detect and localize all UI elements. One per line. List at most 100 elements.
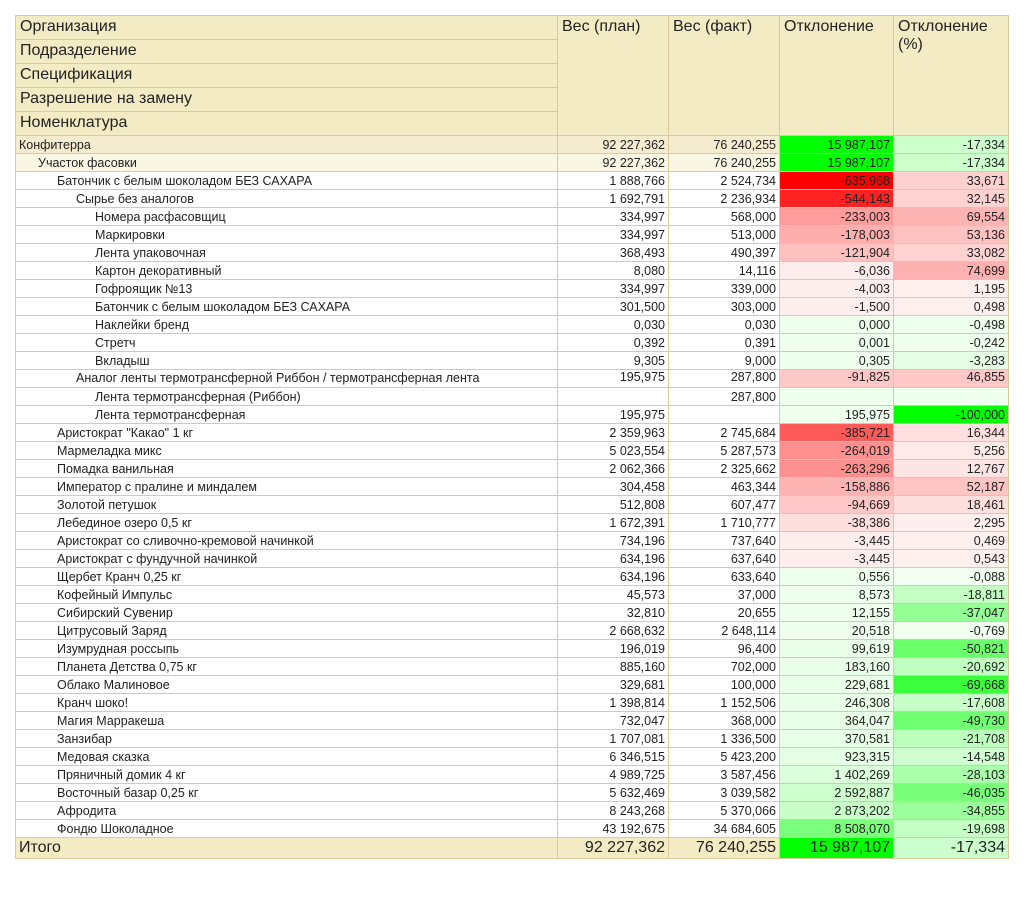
row-deviation-pct: -46,035 bbox=[893, 783, 1009, 802]
table-row[interactable]: Облако Малиновое 329,681 100,000 229,681 -69… bbox=[15, 675, 1009, 694]
table-row[interactable]: Кофейный Импульс 45,573 37,000 8,573 -18,811 bbox=[15, 585, 1009, 604]
row-plan: 1 692,791 bbox=[557, 189, 669, 208]
row-deviation bbox=[779, 387, 894, 406]
table-row[interactable]: Маркировки 334,997 513,000 -178,003 53,136 bbox=[15, 225, 1009, 244]
table-row[interactable]: Лебединое озеро 0,5 кг 1 672,391 1 710,777… bbox=[15, 513, 1009, 532]
table-row[interactable]: Батончик с белым шоколадом БЕЗ САХАРА 1 8… bbox=[15, 171, 1009, 190]
row-plan: 334,997 bbox=[557, 225, 669, 244]
table-row[interactable]: Сибирский Сувенир 32,810 20,655 12,155 -37,0… bbox=[15, 603, 1009, 622]
table-row[interactable]: Щербет Кранч 0,25 кг 634,196 633,640 0,556-… bbox=[15, 567, 1009, 586]
table-row[interactable]: Стретч 0,392 0,391 0,001 -0,242 bbox=[15, 333, 1009, 352]
row-plan: 32,810 bbox=[557, 603, 669, 622]
table-row[interactable]: Занзибар 1 707,081 1 336,500 370,581 -21,708 bbox=[15, 729, 1009, 748]
row-name: Восточный базар 0,25 кг bbox=[15, 783, 558, 802]
table-row[interactable]: Изумрудная россыпь 196,019 96,400 99,619 -50… bbox=[15, 639, 1009, 658]
row-name: Кофейный Импульс bbox=[15, 585, 558, 604]
header-fact[interactable]: Вес (факт) bbox=[668, 15, 780, 136]
table-row[interactable]: Лента упаковочная 368,493 490,397 -121,904 3… bbox=[15, 243, 1009, 262]
row-deviation: 364,047 bbox=[779, 711, 894, 730]
table-row[interactable]: Аристократ "Какао" 1 кг 2 359,963 2 745,68… bbox=[15, 423, 1009, 442]
row-name: Лента термотрансферная bbox=[15, 405, 558, 424]
row-name: Планета Детства 0,75 кг bbox=[15, 657, 558, 676]
row-deviation: 1 402,269 bbox=[779, 765, 894, 784]
header-plan[interactable]: Вес (план) bbox=[557, 15, 669, 136]
row-fact: 20,655 bbox=[668, 603, 780, 622]
table-row[interactable]: Лента термотрансферная (Риббон) 287,800 bbox=[15, 387, 1009, 406]
row-name: Занзибар bbox=[15, 729, 558, 748]
row-deviation: -263,296 bbox=[779, 459, 894, 478]
table-row[interactable]: Помадка ванильная 2 062,366 2 325,662 -263,… bbox=[15, 459, 1009, 478]
row-deviation-pct: 1,195 bbox=[893, 279, 1009, 298]
table-row[interactable]: Медовая сказка 6 346,515 5 423,200 923,315-… bbox=[15, 747, 1009, 766]
table-row[interactable]: Участок фасовки 92 227,362 76 240,255 15 98… bbox=[15, 153, 1009, 172]
row-name: Магия Марракеша bbox=[15, 711, 558, 730]
table-row[interactable]: Аналог ленты термотрансферной Риббон / т… bbox=[15, 369, 1009, 388]
table-row[interactable]: Номера расфасовщиц 334,997 568,000 -233,003… bbox=[15, 207, 1009, 226]
row-fact: 463,344 bbox=[668, 477, 780, 496]
row-fact: 5 370,066 bbox=[668, 801, 780, 820]
row-plan: 885,160 bbox=[557, 657, 669, 676]
header-specification[interactable]: Спецификация bbox=[15, 63, 558, 88]
row-name: Лебединое озеро 0,5 кг bbox=[15, 513, 558, 532]
row-deviation-pct: -50,821 bbox=[893, 639, 1009, 658]
row-deviation-pct: 69,554 bbox=[893, 207, 1009, 226]
row-name: Император с пралине и миндалем bbox=[15, 477, 558, 496]
table-row[interactable]: Конфитерра 92 227,362 76 240,255 15 987,107… bbox=[15, 135, 1009, 154]
table-row[interactable]: Золотой петушок 512,808 607,477 -94,669 18,4… bbox=[15, 495, 1009, 514]
total-deviation: 15 987,107 bbox=[779, 837, 894, 859]
table-row[interactable]: Батончик с белым шоколадом БЕЗ САХАРА 301… bbox=[15, 297, 1009, 316]
row-deviation-pct: -0,242 bbox=[893, 333, 1009, 352]
table-row[interactable]: Сырье без аналогов 1 692,791 2 236,934 -544… bbox=[15, 189, 1009, 208]
row-deviation-pct: -69,668 bbox=[893, 675, 1009, 694]
row-deviation-pct: -18,811 bbox=[893, 585, 1009, 604]
row-name: Гофроящик №13 bbox=[15, 279, 558, 298]
row-fact: 2 745,684 bbox=[668, 423, 780, 442]
table-row[interactable]: Аристократ со сливочно-кремовой начинкой… bbox=[15, 531, 1009, 550]
row-deviation-pct: 52,187 bbox=[893, 477, 1009, 496]
table-row[interactable]: Аристократ с фундучной начинкой 634,196 63… bbox=[15, 549, 1009, 568]
row-fact: 1 336,500 bbox=[668, 729, 780, 748]
table-row[interactable]: Император с пралине и миндалем 304,458 463… bbox=[15, 477, 1009, 496]
row-name: Медовая сказка bbox=[15, 747, 558, 766]
table-row[interactable]: Магия Марракеша 732,047 368,000 364,047 -49,… bbox=[15, 711, 1009, 730]
row-name: Аристократ "Какао" 1 кг bbox=[15, 423, 558, 442]
row-name: Номера расфасовщиц bbox=[15, 207, 558, 226]
row-deviation: -91,825 bbox=[779, 369, 894, 388]
header-replacement-permission[interactable]: Разрешение на замену bbox=[15, 87, 558, 112]
row-deviation-pct: -17,334 bbox=[893, 135, 1009, 154]
table-row[interactable]: Планета Детства 0,75 кг 885,160 702,000 183… bbox=[15, 657, 1009, 676]
row-name: Аристократ с фундучной начинкой bbox=[15, 549, 558, 568]
table-row[interactable]: Афродита 8 243,268 5 370,066 2 873,202 -34,8… bbox=[15, 801, 1009, 820]
header-organization[interactable]: Организация bbox=[15, 15, 558, 40]
table-row[interactable]: Лента термотрансферная 195,975 195,975 -100… bbox=[15, 405, 1009, 424]
table-row[interactable]: Восточный базар 0,25 кг 5 632,469 3 039,58… bbox=[15, 783, 1009, 802]
row-fact: 3 587,456 bbox=[668, 765, 780, 784]
table-row[interactable]: Наклейки бренд 0,030 0,030 0,000 -0,498 bbox=[15, 315, 1009, 334]
row-deviation-pct: 5,256 bbox=[893, 441, 1009, 460]
table-row[interactable]: Вкладыш 9,305 9,000 0,305 -3,283 bbox=[15, 351, 1009, 370]
table-row[interactable]: Кранч шоко! 1 398,814 1 152,506 246,308 -17,… bbox=[15, 693, 1009, 712]
table-row[interactable]: Фондю Шоколадное 43 192,675 34 684,605 8 50… bbox=[15, 819, 1009, 838]
row-plan: 92 227,362 bbox=[557, 135, 669, 154]
table-row[interactable]: Пряничный домик 4 кг 4 989,725 3 587,456 1 … bbox=[15, 765, 1009, 784]
table-row[interactable]: Картон декоративный 8,080 14,116 -6,036 74,6… bbox=[15, 261, 1009, 280]
row-fact: 2 236,934 bbox=[668, 189, 780, 208]
row-deviation: 15 987,107 bbox=[779, 153, 894, 172]
table-row[interactable]: Цитрусовый Заряд 2 668,632 2 648,114 20,518… bbox=[15, 621, 1009, 640]
row-name: Наклейки бренд bbox=[15, 315, 558, 334]
header-deviation-pct[interactable]: Отклонение (%) bbox=[893, 15, 1009, 136]
row-name: Фондю Шоколадное bbox=[15, 819, 558, 838]
row-plan: 1 888,766 bbox=[557, 171, 669, 190]
row-deviation: 229,681 bbox=[779, 675, 894, 694]
table-row[interactable]: Гофроящик №13 334,997 339,000 -4,003 1,195 bbox=[15, 279, 1009, 298]
row-fact: 637,640 bbox=[668, 549, 780, 568]
row-deviation: 2 873,202 bbox=[779, 801, 894, 820]
header-deviation[interactable]: Отклонение bbox=[779, 15, 894, 136]
row-fact: 0,030 bbox=[668, 315, 780, 334]
header-subdivision[interactable]: Подразделение bbox=[15, 39, 558, 64]
row-fact: 513,000 bbox=[668, 225, 780, 244]
row-fact: 1 152,506 bbox=[668, 693, 780, 712]
row-fact: 37,000 bbox=[668, 585, 780, 604]
header-nomenclature[interactable]: Номенклатура bbox=[15, 111, 558, 136]
table-row[interactable]: Мармеладка микс 5 023,554 5 287,573 -264,01… bbox=[15, 441, 1009, 460]
